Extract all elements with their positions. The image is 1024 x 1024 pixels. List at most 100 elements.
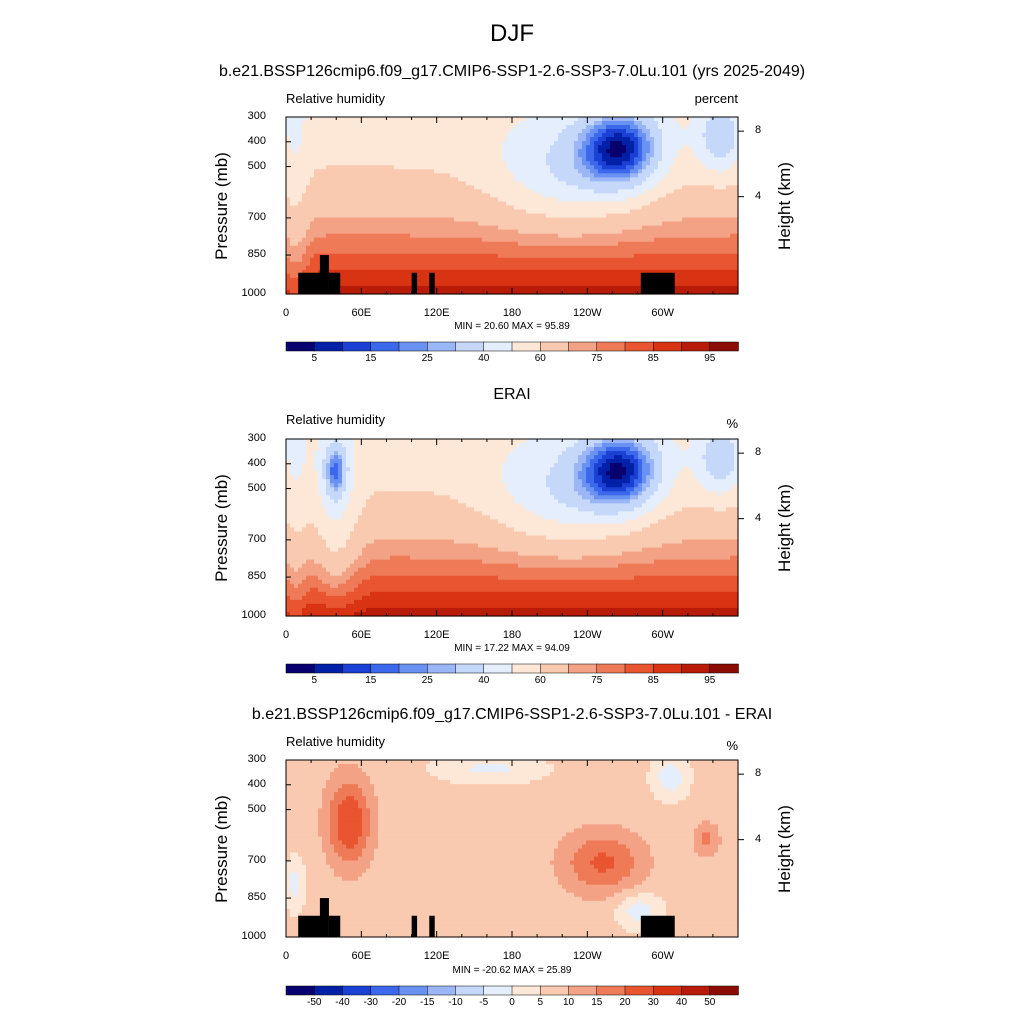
contour-cell bbox=[354, 229, 359, 235]
contour-cell bbox=[654, 153, 659, 158]
contour-cell bbox=[374, 133, 379, 138]
contour-cell bbox=[602, 205, 607, 211]
contour-cell bbox=[506, 133, 511, 138]
contour-cell bbox=[342, 153, 347, 158]
contour-cell bbox=[658, 245, 663, 251]
contour-cell bbox=[390, 165, 395, 170]
contour-cell bbox=[478, 117, 483, 122]
contour-cell bbox=[534, 241, 539, 247]
contour-cell bbox=[354, 257, 359, 263]
contour-cell bbox=[382, 177, 387, 182]
contour-cell bbox=[690, 129, 695, 134]
contour-cell bbox=[290, 237, 295, 243]
contour-cell bbox=[526, 257, 531, 263]
contour-cell bbox=[354, 213, 359, 219]
contour-cell bbox=[618, 197, 623, 203]
contour-cell bbox=[590, 137, 595, 142]
contour-cell bbox=[482, 193, 487, 199]
contour-cell bbox=[698, 281, 703, 287]
contour-cell bbox=[562, 225, 567, 231]
contour-cell bbox=[606, 269, 611, 275]
contour-cell bbox=[574, 253, 579, 259]
contour-cell bbox=[306, 221, 311, 227]
contour-cell bbox=[314, 117, 319, 122]
contour-cell bbox=[622, 269, 627, 275]
contour-cell bbox=[382, 153, 387, 158]
contour-cell bbox=[294, 161, 299, 166]
contour-cell bbox=[438, 129, 443, 134]
contour-cell bbox=[426, 265, 431, 271]
contour-cell bbox=[330, 221, 335, 227]
contour-cell bbox=[530, 141, 535, 146]
contour-cell bbox=[374, 173, 379, 178]
contour-cell bbox=[722, 289, 727, 295]
contour-cell bbox=[662, 261, 667, 267]
contour-cell bbox=[366, 201, 371, 207]
contour-cell bbox=[658, 193, 663, 199]
contour-cell bbox=[702, 249, 707, 255]
contour-cell bbox=[714, 185, 719, 191]
contour-cell bbox=[498, 117, 503, 122]
contour-cell bbox=[566, 249, 571, 255]
contour-cell bbox=[594, 173, 599, 178]
contour-cell bbox=[686, 173, 691, 178]
contour-cell bbox=[386, 133, 391, 138]
contour-cell bbox=[362, 157, 367, 162]
contour-cell bbox=[734, 157, 739, 162]
contour-cell bbox=[638, 221, 643, 227]
contour-cell bbox=[422, 181, 427, 186]
contour-cell bbox=[602, 245, 607, 251]
contour-cell bbox=[398, 225, 403, 231]
contour-cell bbox=[662, 269, 667, 275]
contour-cell bbox=[610, 245, 615, 251]
contour-cell bbox=[710, 165, 715, 170]
contour-cell bbox=[426, 205, 431, 211]
contour-cell bbox=[294, 221, 299, 227]
contour-cell bbox=[334, 221, 339, 227]
contour-cell bbox=[346, 133, 351, 138]
contour-cell bbox=[434, 169, 439, 174]
contour-cell bbox=[586, 205, 591, 211]
contour-cell bbox=[538, 161, 543, 166]
contour-cell bbox=[482, 129, 487, 134]
contour-cell bbox=[546, 125, 551, 130]
contour-cell bbox=[530, 269, 535, 275]
contour-cell bbox=[542, 245, 547, 251]
contour-cell bbox=[510, 221, 515, 227]
contour-cell bbox=[446, 177, 451, 182]
contour-cell bbox=[430, 125, 435, 130]
contour-cell bbox=[638, 277, 643, 283]
contour-cell bbox=[562, 289, 567, 295]
contour-cell bbox=[338, 237, 343, 243]
contour-cell bbox=[454, 149, 459, 154]
contour-cell bbox=[638, 137, 643, 142]
contour-cell bbox=[578, 229, 583, 235]
contour-cell bbox=[398, 253, 403, 259]
contour-cell bbox=[698, 265, 703, 271]
contour-cell bbox=[726, 197, 731, 203]
contour-cell bbox=[706, 125, 711, 130]
contour-cell bbox=[514, 133, 519, 138]
contour-cell bbox=[462, 129, 467, 134]
contour-cell bbox=[418, 213, 423, 219]
contour-cell bbox=[410, 237, 415, 243]
contour-cell bbox=[522, 189, 527, 195]
contour-cell bbox=[734, 225, 739, 231]
contour-cell bbox=[558, 229, 563, 235]
contour-cell bbox=[386, 205, 391, 211]
contour-cell bbox=[438, 133, 443, 138]
contour-cell bbox=[362, 189, 367, 195]
contour-cell bbox=[522, 121, 527, 126]
contour-cell bbox=[538, 265, 543, 271]
contour-cell bbox=[390, 237, 395, 243]
contour-cell bbox=[730, 257, 735, 263]
contour-cell bbox=[306, 185, 311, 191]
contour-cell bbox=[514, 265, 519, 271]
contour-cell bbox=[570, 197, 575, 203]
contour-cell bbox=[646, 189, 651, 195]
contour-cell bbox=[726, 177, 731, 182]
contour-cell bbox=[522, 169, 527, 174]
contour-cell bbox=[714, 157, 719, 162]
contour-cell bbox=[566, 133, 571, 138]
contour-cell bbox=[502, 201, 507, 207]
